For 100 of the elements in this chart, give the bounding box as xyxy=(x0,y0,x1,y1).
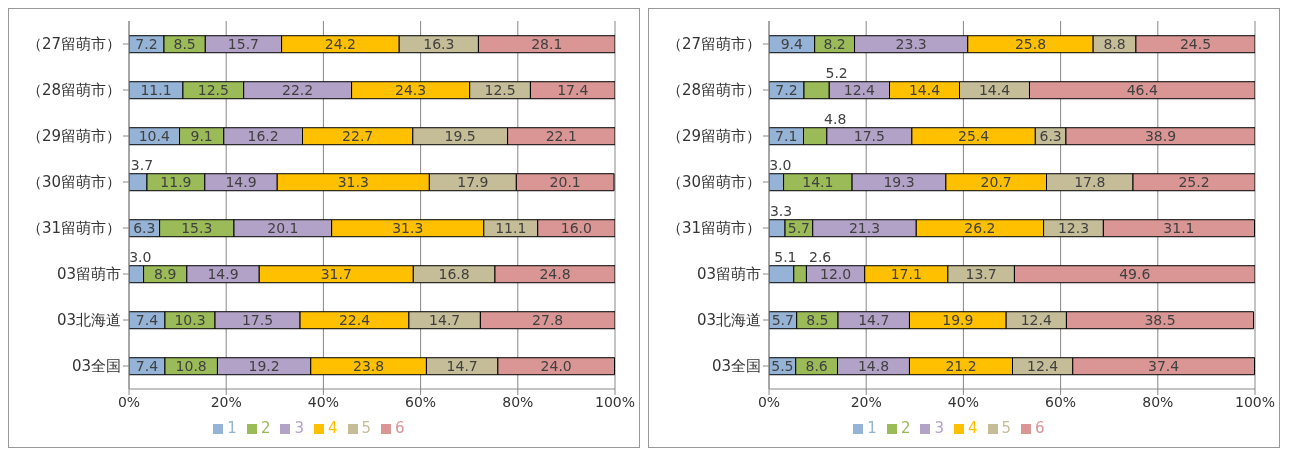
data-label: 22.2 xyxy=(282,82,314,99)
data-label: 7.2 xyxy=(135,36,158,53)
data-label: 13.7 xyxy=(965,266,997,283)
legend-label: 6 xyxy=(1035,419,1045,437)
y-tick-label: （29留萌市） xyxy=(26,127,121,146)
legend-label: 3 xyxy=(934,419,944,437)
data-label: 5.7 xyxy=(771,312,794,329)
x-tick-label: 80% xyxy=(502,393,534,410)
data-label: 24.3 xyxy=(395,82,427,99)
data-label: 11.9 xyxy=(160,174,192,191)
legend-label: 4 xyxy=(328,419,338,437)
data-label: 14.7 xyxy=(858,312,890,329)
data-label: 25.8 xyxy=(1014,36,1047,53)
data-label: 20.7 xyxy=(980,174,1012,191)
y-tick-label: 03留萌市 xyxy=(56,265,121,284)
data-label: 23.3 xyxy=(895,36,927,53)
data-label: 19.9 xyxy=(942,312,974,329)
y-tick-label: （30留萌市） xyxy=(26,173,121,192)
legend-label: 2 xyxy=(260,419,271,437)
data-label: 17.9 xyxy=(457,174,489,191)
y-tick-label: （28留萌市） xyxy=(26,81,121,100)
data-label: 12.3 xyxy=(1057,220,1090,237)
data-label: 37.4 xyxy=(1148,358,1180,375)
x-tick-label: 20% xyxy=(850,393,882,410)
legend-label: 2 xyxy=(900,419,911,437)
data-label: 8.6 xyxy=(805,358,828,375)
data-label: 7.4 xyxy=(135,312,159,329)
legend-label: 5 xyxy=(361,419,372,437)
data-label: 19.5 xyxy=(444,128,476,145)
data-label: 3.3 xyxy=(769,202,793,219)
data-label: 25.4 xyxy=(958,128,990,145)
data-label: 8.5 xyxy=(173,36,196,53)
data-label: 12.0 xyxy=(820,266,852,283)
x-tick-label: 0% xyxy=(757,393,781,410)
legend-label: 5 xyxy=(1001,419,1012,437)
legend-label: 1 xyxy=(227,419,237,437)
data-label: 16.8 xyxy=(438,266,470,283)
data-label: 22.1 xyxy=(545,128,577,145)
data-label: 31.7 xyxy=(320,266,352,283)
data-label: 20.1 xyxy=(267,220,299,237)
data-label: 8.8 xyxy=(1103,36,1126,53)
data-label: 17.8 xyxy=(1074,174,1106,191)
x-tick-label: 40% xyxy=(947,393,979,410)
data-label: 5.2 xyxy=(825,64,848,81)
data-label: 24.2 xyxy=(324,36,356,53)
data-label: 12.5 xyxy=(484,82,516,99)
data-label: 49.6 xyxy=(1119,266,1151,283)
data-label: 8.5 xyxy=(806,312,829,329)
data-label: 4.8 xyxy=(824,110,847,127)
x-tick-label: 0% xyxy=(117,393,141,410)
data-label: 16.0 xyxy=(560,220,592,237)
data-label: 14.9 xyxy=(225,174,257,191)
data-label: 17.4 xyxy=(557,82,589,99)
data-label: 12.4 xyxy=(1020,312,1052,329)
data-label: 10.8 xyxy=(175,358,207,375)
data-label: 27.8 xyxy=(532,312,564,329)
data-label: 15.7 xyxy=(227,36,260,53)
x-tick-label: 80% xyxy=(1142,393,1174,410)
y-tick-label: 03留萌市 xyxy=(696,265,761,284)
data-label: 38.9 xyxy=(1144,128,1177,145)
data-label: 3.0 xyxy=(129,248,152,265)
x-tick-label: 60% xyxy=(1045,393,1077,410)
data-label: 10.4 xyxy=(138,128,170,145)
legend-label: 6 xyxy=(395,419,405,437)
data-label: 8.9 xyxy=(154,266,177,283)
data-label: 8.2 xyxy=(823,36,846,53)
legend-label: 1 xyxy=(867,419,877,437)
y-tick-label: 03北海道 xyxy=(56,311,121,330)
data-label: 11.1 xyxy=(495,220,527,237)
data-label: 31.3 xyxy=(392,220,424,237)
data-label: 23.8 xyxy=(353,358,385,375)
data-label: 5.1 xyxy=(774,248,797,265)
x-tick-label: 100% xyxy=(1234,393,1276,410)
data-label: 7.2 xyxy=(775,82,798,99)
data-label: 5.5 xyxy=(771,358,794,375)
x-tick-label: 40% xyxy=(307,393,339,410)
data-label: 12.4 xyxy=(1027,358,1059,375)
data-label: 15.3 xyxy=(181,220,213,237)
y-tick-label: 03北海道 xyxy=(696,311,761,330)
y-tick-label: （27留萌市） xyxy=(26,35,121,54)
data-label: 7.1 xyxy=(775,128,798,145)
data-label: 31.3 xyxy=(337,174,369,191)
y-tick-label: 03全国 xyxy=(711,357,761,376)
data-label: 24.0 xyxy=(540,358,572,375)
data-label: 24.5 xyxy=(1179,36,1212,53)
data-label: 17.1 xyxy=(890,266,922,283)
data-label: 3.7 xyxy=(130,156,154,173)
data-label: 19.3 xyxy=(883,174,915,191)
y-tick-label: （31留萌市） xyxy=(666,219,761,238)
data-label: 20.1 xyxy=(549,174,581,191)
data-label: 22.7 xyxy=(342,128,374,145)
data-label: 10.3 xyxy=(174,312,206,329)
data-label: 2.6 xyxy=(808,248,832,265)
data-label: 31.1 xyxy=(1163,220,1195,237)
data-label: 14.1 xyxy=(802,174,834,191)
data-label: 14.9 xyxy=(207,266,239,283)
data-label: 25.2 xyxy=(1178,174,1210,191)
x-tick-label: 60% xyxy=(405,393,437,410)
legend-label: 4 xyxy=(968,419,978,437)
data-label: 24.8 xyxy=(539,266,571,283)
